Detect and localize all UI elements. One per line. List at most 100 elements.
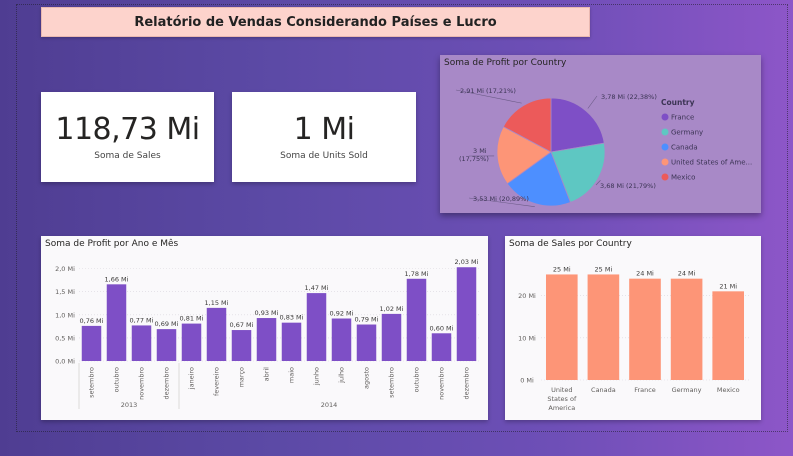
kpi-units-label: Soma de Units Sold	[280, 151, 368, 161]
x-tick-label: maio	[288, 367, 296, 383]
x-tick-label: janeiro	[188, 367, 196, 390]
x-tick-label: States of	[547, 395, 577, 403]
bar-data-label: 1,15 Mi	[205, 299, 229, 307]
y-tick-label: 1,0 Mi	[55, 311, 75, 319]
pie-data-label: 2,91 Mi (17,21%)	[460, 87, 516, 95]
bar-data-label: 25 Mi	[553, 265, 571, 273]
profit-bar	[206, 307, 227, 361]
pie-legend-label: France	[671, 114, 694, 122]
x-tick-label: abril	[263, 367, 271, 382]
profit-bar	[256, 318, 277, 361]
profit-bar	[281, 322, 302, 361]
profit-bar	[306, 293, 327, 361]
sales-bar	[629, 278, 661, 380]
x-tick-label: setembro	[88, 367, 96, 398]
pie-data-label: 3,68 Mi (21,79%)	[600, 182, 656, 190]
kpi-card-units[interactable]: 1 Mi Soma de Units Sold	[232, 92, 416, 182]
pie-legend-marker	[661, 143, 669, 151]
pie-legend-label: United States of Ame...	[671, 159, 752, 167]
pie-slice	[550, 97, 605, 153]
pie-slice	[502, 97, 552, 153]
bar-data-label: 24 Mi	[678, 270, 696, 278]
kpi-sales-value: 118,73 Mi	[55, 112, 200, 147]
profit-bar	[181, 323, 202, 361]
profit-bar	[331, 318, 352, 361]
bar-data-label: 0,67 Mi	[230, 321, 254, 329]
bar-data-label: 1,47 Mi	[305, 284, 329, 292]
bar-data-label: 25 Mi	[595, 265, 613, 273]
sales-bar	[712, 291, 745, 380]
pie-slice	[506, 151, 571, 207]
bar-data-label: 0,83 Mi	[280, 314, 304, 322]
pie-legend-label: Canada	[671, 144, 698, 152]
x-tick-label: julho	[338, 367, 346, 384]
sales-bar	[670, 278, 703, 380]
bar-data-label: 0,77 Mi	[130, 316, 154, 324]
bar-data-label: 0,76 Mi	[80, 317, 104, 325]
profit-bar	[231, 330, 252, 361]
y-tick-label: 1,5 Mi	[55, 288, 75, 296]
sales-by-country-card[interactable]: Soma de Sales por Country 0 Mi 10 Mi 20 Mi…	[505, 236, 761, 420]
bar-data-label: 0,79 Mi	[355, 316, 379, 324]
profit-bar	[406, 278, 427, 361]
bar-data-label: 1,78 Mi	[405, 270, 429, 278]
pie-leader-line	[455, 89, 522, 104]
profit-bar	[356, 324, 377, 361]
x-tick-label: agosto	[363, 367, 371, 389]
canvas-frame	[16, 4, 788, 432]
bar-data-label: 24 Mi	[636, 270, 654, 278]
pie-leader-line	[595, 180, 601, 186]
y-tick-label: 20 Mi	[518, 292, 536, 300]
x-tick-label: America	[548, 404, 575, 412]
report-title: Relatório de Vendas Considerando Países …	[41, 7, 590, 37]
pie-slice	[550, 142, 606, 203]
pie-legend-marker	[661, 158, 669, 166]
x-tick-label: setembro	[388, 367, 396, 398]
profit-bar	[456, 267, 477, 361]
profit-month-title: Soma de Profit por Ano e Mês	[45, 239, 179, 249]
bar-data-label: 0,92 Mi	[330, 310, 354, 318]
profit-bar	[381, 313, 402, 361]
pie-legend-title: Country	[661, 98, 695, 107]
x-tick-label: Canada	[591, 386, 616, 394]
x-tick-label: Mexico	[717, 386, 740, 394]
sales-bar	[545, 274, 578, 380]
profit-bar	[81, 325, 102, 361]
pie-data-label: 3,53 Mi (20,89%)	[473, 195, 529, 203]
kpi-card-sales[interactable]: 118,73 Mi Soma de Sales	[41, 92, 214, 182]
bar-data-label: 0,93 Mi	[255, 309, 279, 317]
pie-data-label: 3,78 Mi (22,38%)	[601, 93, 657, 101]
x-tick-label: fevereiro	[213, 367, 221, 396]
bar-data-label: 0,60 Mi	[430, 324, 454, 332]
bar-data-label: 21 Mi	[719, 282, 737, 290]
x-tick-label: março	[238, 367, 246, 387]
bar-data-label: 0,69 Mi	[155, 320, 179, 328]
x-tick-label: Germany	[672, 386, 702, 394]
pie-data-label: 3 Mi	[473, 147, 487, 155]
x-tick-label: dezembro	[163, 367, 171, 400]
profit-by-country-pie-card[interactable]: Soma de Profit por Country 3,78 Mi (22,3…	[440, 55, 761, 213]
sales-bar	[587, 274, 620, 380]
pie-legend-marker	[661, 113, 669, 121]
y-tick-label: 2,0 Mi	[55, 265, 75, 273]
kpi-units-value: 1 Mi	[293, 112, 355, 147]
profit-bar	[156, 329, 177, 361]
profit-by-month-card[interactable]: Soma de Profit por Ano e Mês 0,0 Mi 0,5 M…	[41, 236, 488, 420]
pie-legend-marker	[661, 173, 669, 181]
profit-bar	[431, 333, 452, 361]
kpi-sales-label: Soma de Sales	[94, 151, 161, 161]
pie-chart: 3,78 Mi (22,38%) 3,68 Mi (21,79%) 3,53 Mi …	[455, 87, 752, 207]
x-tick-label: outubro	[413, 367, 421, 392]
x-tick-label: dezembro	[463, 367, 471, 400]
year-label: 2014	[321, 401, 338, 409]
pie-leader-line	[587, 95, 598, 109]
y-tick-label: 0,5 Mi	[55, 334, 75, 342]
pie-slice	[496, 126, 552, 185]
pie-leader-line	[468, 197, 535, 207]
bar-data-label: 1,02 Mi	[380, 305, 404, 313]
profit-bar	[106, 284, 127, 361]
y-tick-label: 0 Mi	[520, 377, 534, 385]
bar-data-label: 0,81 Mi	[180, 315, 204, 323]
pie-data-label: (17,75%)	[459, 155, 489, 163]
x-tick-label: United	[551, 386, 572, 394]
